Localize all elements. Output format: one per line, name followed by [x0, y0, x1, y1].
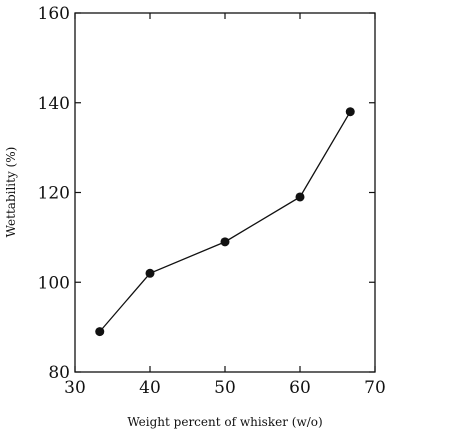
x-tick-label: 50 — [214, 378, 236, 398]
data-point — [345, 107, 355, 117]
x-tick-label: 70 — [364, 378, 386, 398]
y-tick-label: 140 — [38, 94, 70, 114]
y-tick-label: 80 — [48, 363, 70, 383]
data-point — [220, 237, 230, 247]
y-tick-label: 120 — [38, 184, 70, 204]
series-line — [99, 111, 351, 333]
data-point — [145, 268, 155, 278]
data-point — [295, 192, 305, 202]
y-axis-label: Wettability (%) — [4, 147, 18, 238]
x-tick-label: 40 — [139, 378, 161, 398]
y-tick-label: 100 — [38, 273, 70, 293]
x-tick-label: 30 — [64, 378, 86, 398]
data-point — [95, 327, 105, 337]
x-axis-label: Weight percent of whisker (w/o) — [127, 415, 322, 429]
plot-frame — [74, 12, 376, 373]
series-group — [95, 107, 355, 337]
y-tick-label: 160 — [38, 4, 70, 24]
x-ticks: 30 40 50 60 70 — [64, 13, 386, 398]
x-tick-label: 60 — [289, 378, 311, 398]
y-ticks: 80 100 120 140 160 — [38, 4, 375, 383]
